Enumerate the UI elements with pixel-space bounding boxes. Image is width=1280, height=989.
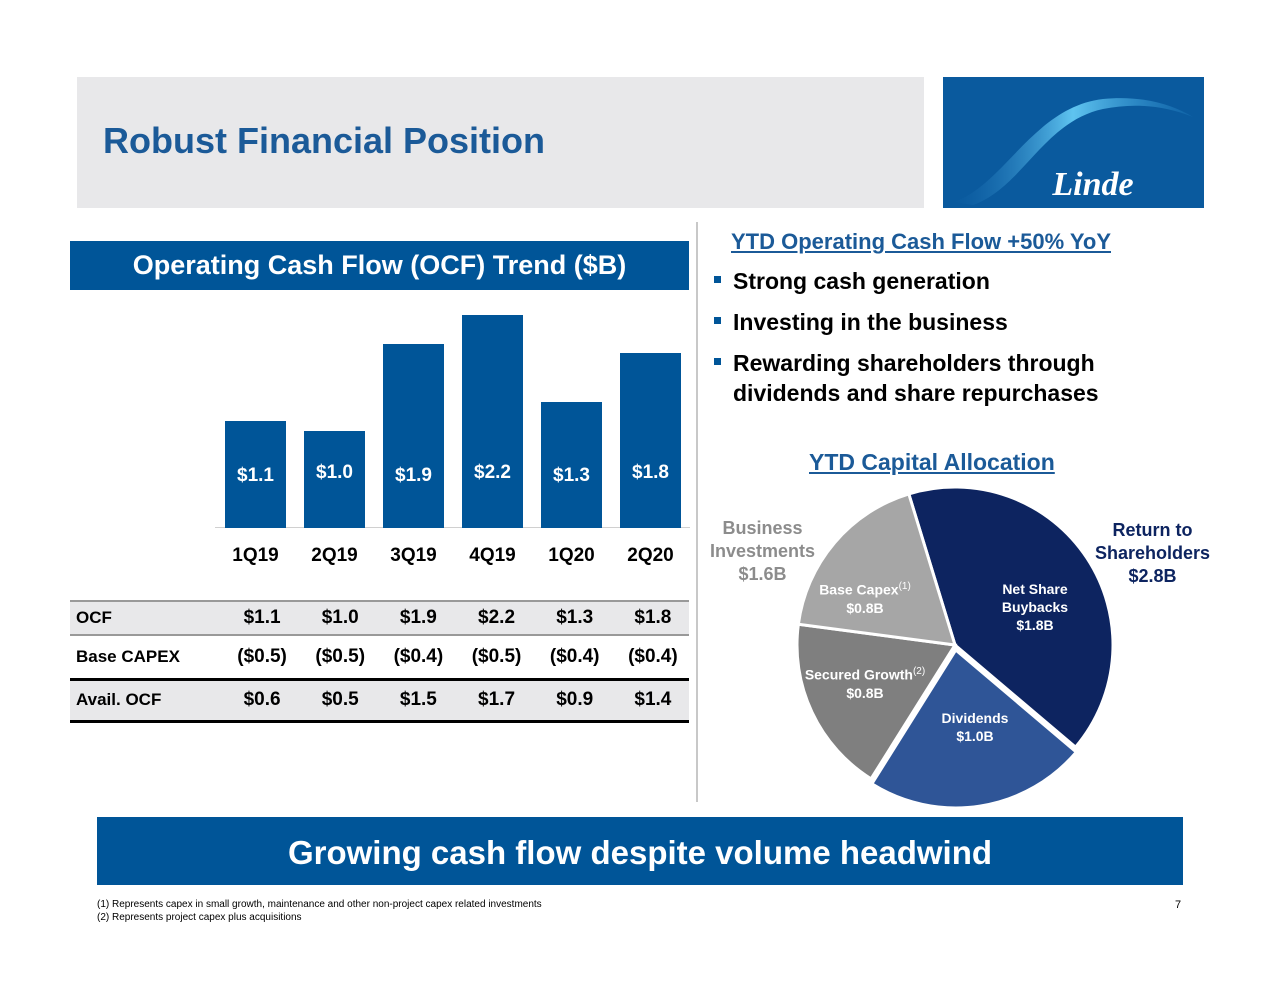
bar-4Q19	[462, 314, 523, 528]
bullet-text: Rewarding shareholders through	[733, 350, 1095, 376]
group-label-line: Investments	[709, 541, 816, 561]
slice-name: Net Share Buybacks	[1001, 581, 1069, 615]
row-label: Base CAPEX	[76, 646, 180, 666]
slice-label-dividends: Dividends $1.0B	[920, 709, 1030, 745]
table-cell: ($0.4)	[549, 645, 600, 667]
table-cell: $0.5	[298, 677, 377, 723]
footnote: (1) Represents capex in small growth, ma…	[97, 899, 542, 910]
footnote: (2) Represents project capex plus acquis…	[97, 912, 302, 923]
group-label-line: Shareholders	[1094, 543, 1211, 563]
group-value: $1.6B	[738, 564, 787, 584]
category-label: 2Q19	[311, 545, 358, 566]
group-label-line: Return to	[1112, 520, 1193, 540]
bar-data-label: $1.1	[237, 465, 274, 486]
linde-logo: Linde	[943, 77, 1204, 208]
group-label-line: Business	[722, 518, 803, 538]
bar-3Q19	[383, 343, 444, 528]
divider	[696, 222, 698, 802]
table-cell: $1.8	[610, 600, 689, 636]
bullet: Strong cash generation	[714, 268, 990, 295]
pie-slice-secured-growth	[795, 622, 958, 781]
slice-name: Secured Growth	[804, 666, 913, 683]
slice-value: $0.8B	[846, 684, 884, 701]
category-label: 3Q19	[390, 545, 437, 566]
table-cell: ($0.4)	[393, 645, 444, 667]
table-cell: $0.9	[532, 677, 611, 723]
table-cell: ($0.5)	[315, 645, 366, 667]
slice-value: $0.8B	[846, 599, 884, 616]
bullet-continuation: dividends and share repurchases	[733, 380, 1099, 406]
ytd-ocf-heading: YTD Operating Cash Flow +50% YoY	[731, 229, 1111, 254]
table-cell: ($0.5)	[237, 645, 287, 667]
takeaway-banner: Growing cash flow despite volume headwin…	[97, 817, 1183, 885]
row-label: OCF	[70, 600, 220, 636]
table-row: OCF $1.1 $1.0 $1.9 $2.2 $1.3 $1.8	[70, 600, 689, 636]
bar-data-label: $1.0	[316, 462, 353, 483]
page-number: 7	[1175, 899, 1182, 911]
bar-2Q19	[304, 431, 365, 528]
bullet: Investing in the business	[714, 309, 1008, 336]
ocf-chart-heading: Operating Cash Flow (OCF) Trend ($B)	[70, 241, 689, 290]
table-cell: $1.7	[454, 677, 533, 723]
bar-2Q20	[620, 353, 681, 528]
bar-data-label: $1.8	[632, 462, 669, 483]
table-cell: ($0.5)	[471, 645, 522, 667]
category-label: 2Q20	[627, 545, 674, 566]
bar-data-label: $2.2	[474, 462, 511, 483]
bullet: Rewarding shareholders through	[714, 350, 1095, 377]
group-value: $2.8B	[1128, 566, 1177, 586]
table-cell: $1.4	[610, 677, 689, 723]
slice-value: $1.8B	[1016, 617, 1054, 633]
category-label: 4Q19	[469, 545, 516, 566]
page-title: Robust Financial Position	[103, 120, 546, 161]
footnote-marker: (1)	[898, 581, 911, 592]
table-cell: $2.2	[454, 600, 533, 636]
category-label: 1Q19	[232, 545, 279, 566]
table-cell: $1.1	[220, 600, 299, 636]
footnote-marker: (2)	[912, 666, 926, 677]
bullet-square-icon	[714, 276, 721, 284]
slice-name: Dividends	[941, 710, 1009, 726]
bar-data-label: $1.3	[553, 465, 590, 486]
slice-label-buybacks: Net Share Buybacks $1.8B	[980, 580, 1090, 634]
pie-slice-base-capex	[796, 492, 958, 647]
bar-1Q19	[225, 421, 286, 528]
pie-slice-dividends	[869, 647, 1079, 810]
table-cell: ($0.4)	[628, 645, 678, 667]
slice-name: Base Capex	[819, 581, 899, 598]
table-cell: $1.3	[532, 600, 611, 636]
bar-1Q20	[541, 401, 602, 528]
category-label: 1Q20	[548, 545, 595, 566]
slice-label-base-capex: Base Capex(1) $0.8B	[810, 578, 920, 617]
row-label: Avail. OCF	[70, 677, 220, 723]
table-row: Base CAPEX ($0.5) ($0.5) ($0.4) ($0.5) ($0.4)…	[70, 635, 689, 679]
ocf-table: OCF $1.1 $1.0 $1.9 $2.2 $1.3 $1.8 Base CAPEX ($0…	[70, 600, 689, 723]
slice-value: $1.0B	[956, 728, 994, 744]
bullet-text: Strong cash generation	[733, 268, 990, 294]
table-cell: $1.5	[376, 677, 455, 723]
bar-data-label: $1.9	[395, 465, 432, 486]
svg-text:Linde: Linde	[1051, 166, 1133, 203]
capital-allocation-pie	[795, 485, 1115, 810]
table-cell: $1.0	[298, 600, 377, 636]
return-to-shareholders-label: Return to Shareholders $2.8B	[1085, 519, 1220, 588]
slice-label-secured-growth: Secured Growth(2) $0.8B	[800, 663, 930, 702]
capital-allocation-heading: YTD Capital Allocation	[809, 449, 1055, 475]
table-row: Avail. OCF $0.6 $0.5 $1.5 $1.7 $0.9 $1.4	[70, 677, 689, 723]
bullet-square-icon	[714, 358, 721, 366]
bar-baseline	[215, 527, 690, 528]
business-investments-label: Business Investments $1.6B	[700, 517, 825, 586]
table-cell: $0.6	[220, 677, 299, 723]
bullet-text: Investing in the business	[733, 309, 1008, 335]
pie-slice-net-share-buybacks	[906, 485, 1115, 750]
bullet-square-icon	[714, 317, 721, 325]
table-cell: $1.9	[376, 600, 455, 636]
title-band	[77, 77, 924, 208]
